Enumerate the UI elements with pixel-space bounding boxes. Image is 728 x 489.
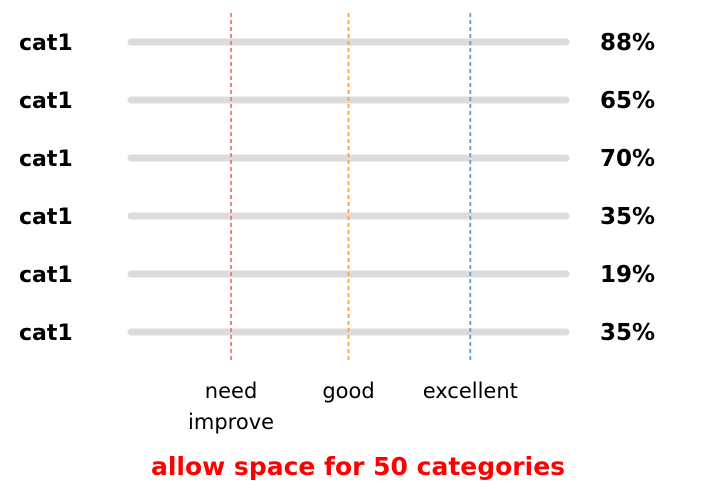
threshold-label: good [322, 379, 374, 403]
footer-note: allow space for 50 categories [151, 452, 565, 481]
value-label: 35% [600, 320, 655, 346]
value-label: 70% [600, 146, 655, 172]
threshold-label: improve [188, 410, 274, 434]
category-label: cat1 [19, 321, 73, 346]
category-label: cat1 [19, 147, 73, 172]
category-label: cat1 [19, 263, 73, 288]
value-label: 88% [600, 30, 655, 56]
bars-layer [127, 38, 518, 336]
value-label: 35% [600, 204, 655, 230]
category-label: cat1 [19, 31, 73, 56]
thresholds-layer [230, 13, 472, 362]
threshold-label: excellent [423, 379, 518, 403]
labels-layer: cat1 88% cat1 65% cat1 70% cat1 35% cat1 19% cat1 3… [19, 30, 655, 434]
value-label: 19% [600, 262, 655, 288]
category-label: cat1 [19, 89, 73, 114]
threshold-label: need [205, 379, 257, 403]
value-label: 65% [600, 88, 655, 114]
category-label: cat1 [19, 205, 73, 230]
